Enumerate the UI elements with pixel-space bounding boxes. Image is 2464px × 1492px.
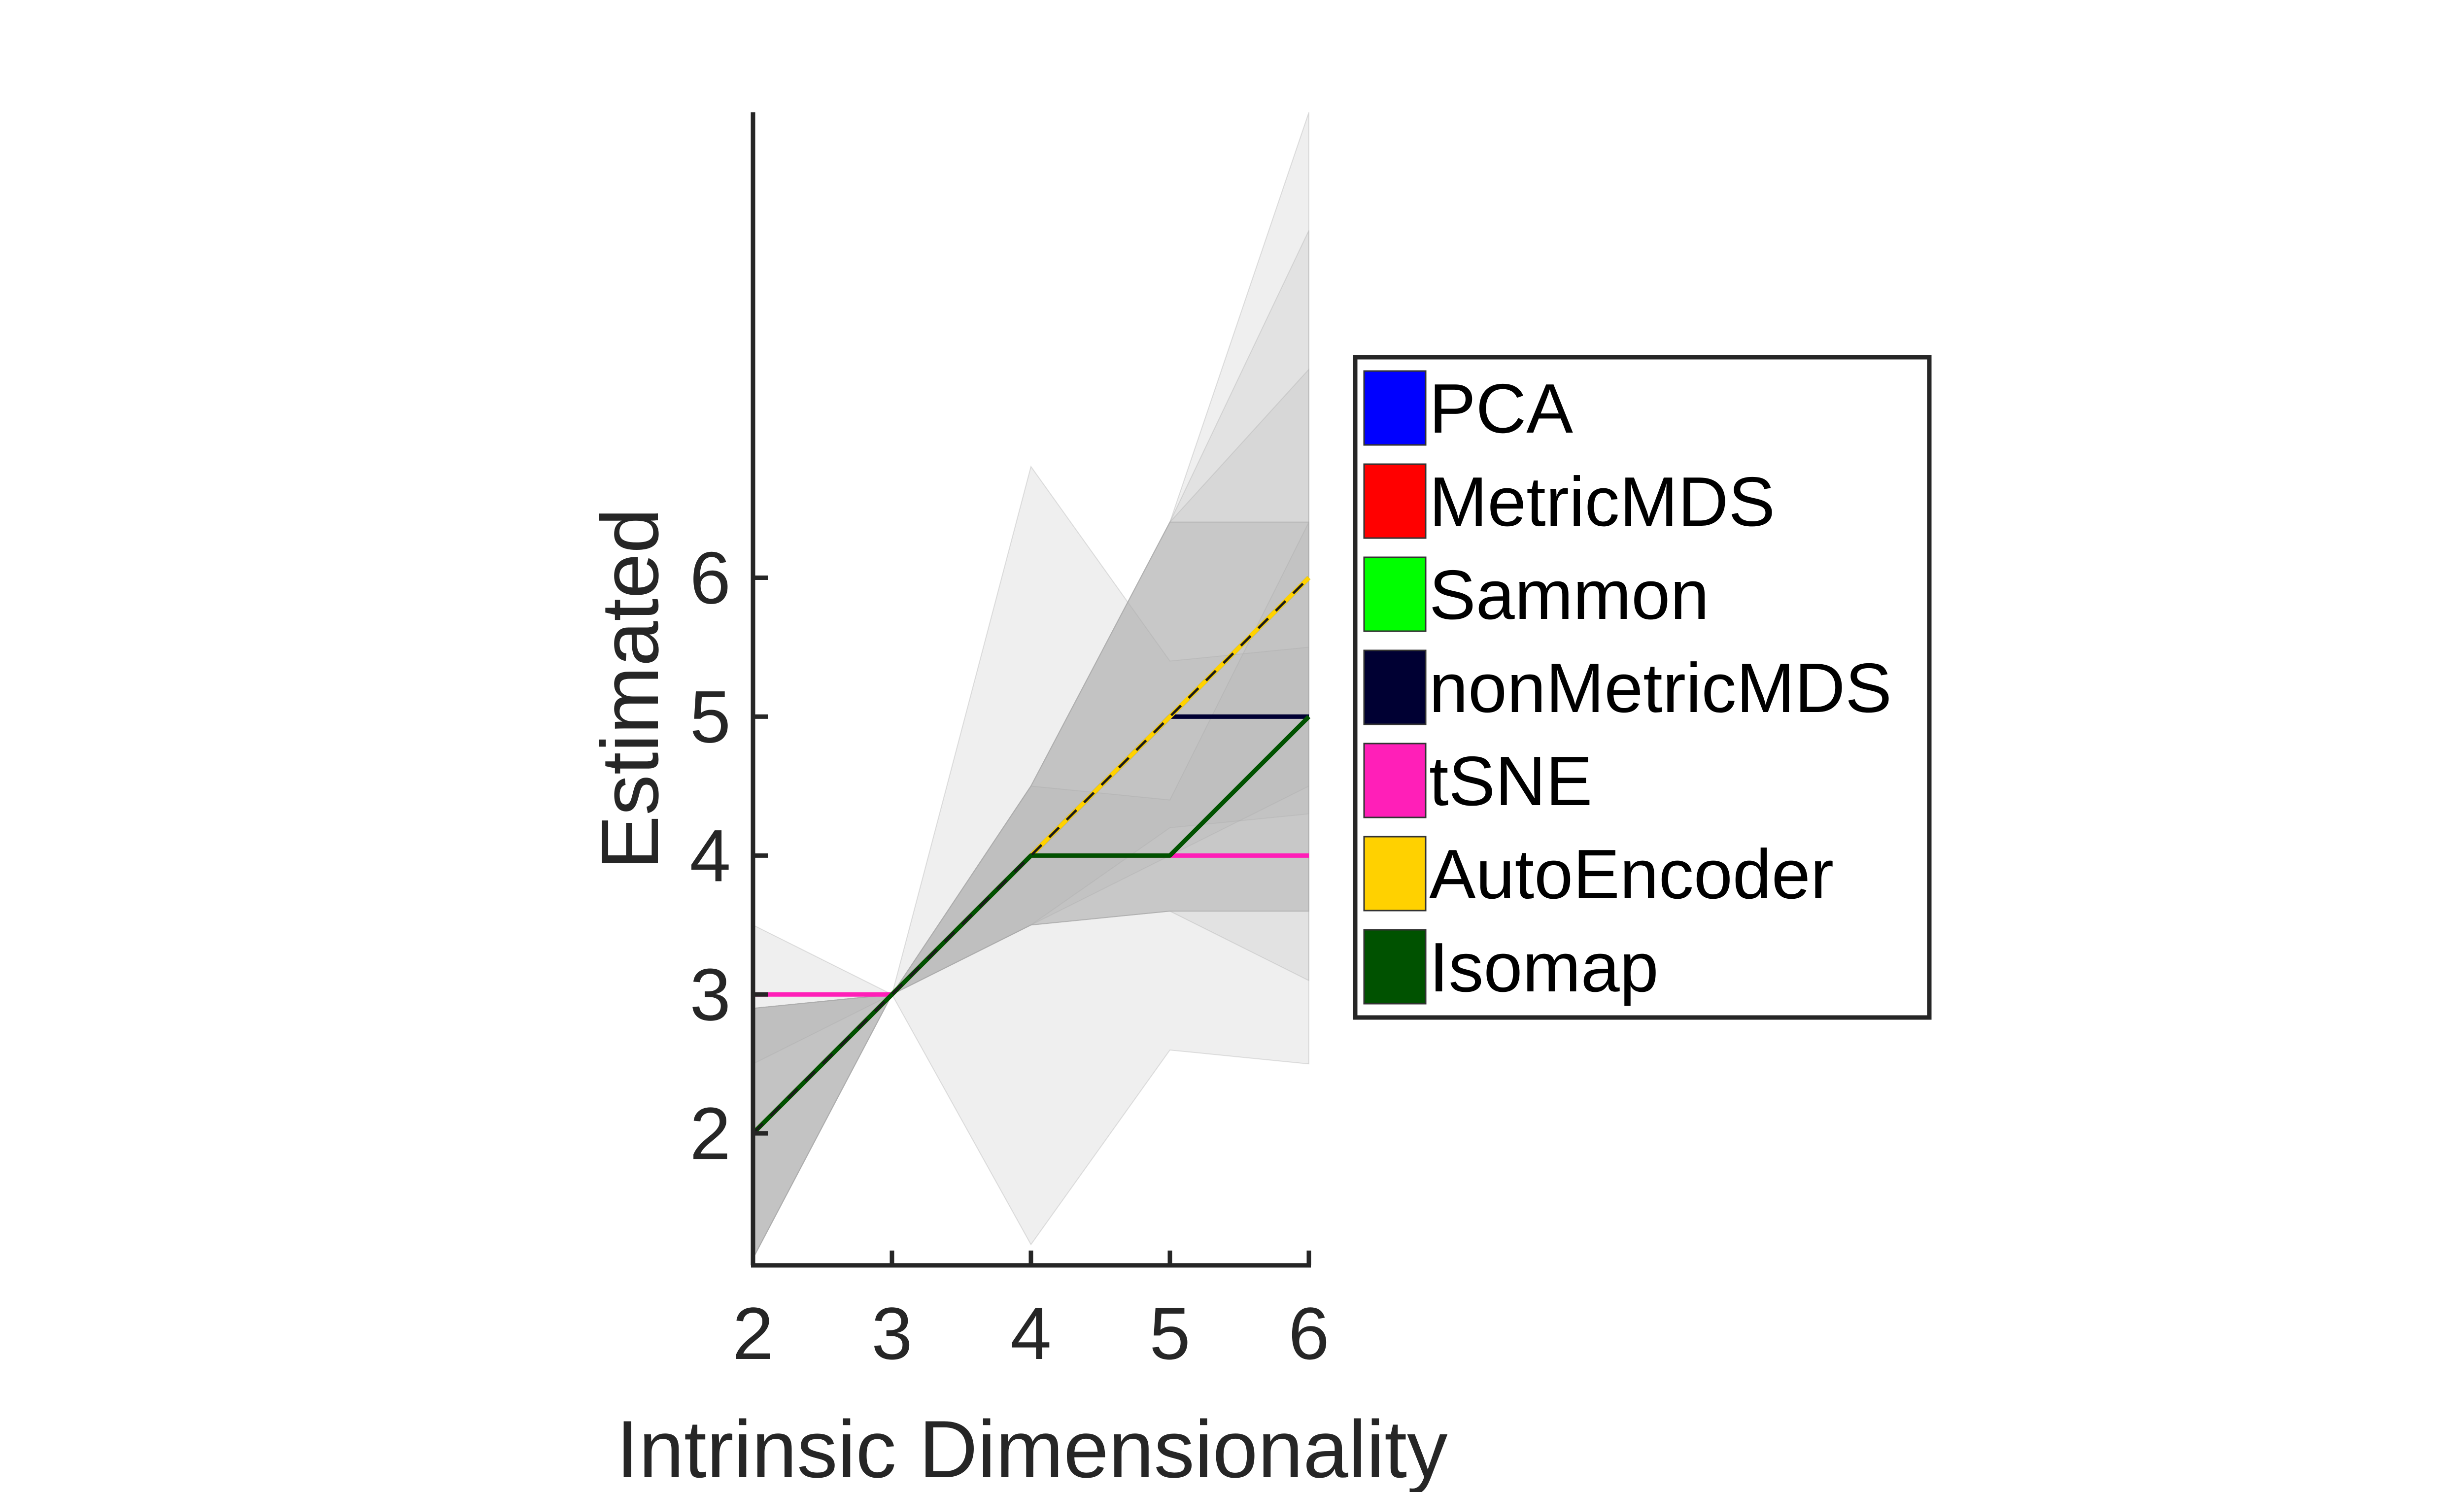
series-lines (751, 576, 1311, 1135)
legend: PCA MetricMDS Sammon nonMetricMDS tSNE AutoEn… (1353, 355, 1932, 1020)
band-isomap (753, 522, 1309, 1259)
legend-swatch-nonmetricmds (1363, 649, 1427, 725)
legend-swatch-autoencoder (1363, 836, 1427, 912)
band-autoencoder (753, 112, 1309, 1259)
band-metricmds (753, 368, 1309, 1259)
y-tick-label: 3 (690, 953, 731, 1036)
band-pca (753, 230, 1309, 1259)
band-nonmetricmds (753, 521, 1309, 1259)
line-autoencoder-dash (752, 576, 1310, 1134)
x-tick-label: 3 (871, 1292, 912, 1375)
legend-label-sammon: Sammon (1429, 556, 1709, 634)
legend-swatch-isomap (1363, 929, 1427, 1005)
legend-swatch-metricmds (1363, 463, 1427, 539)
x-tick-label: 5 (1149, 1292, 1190, 1375)
legend-box (1353, 355, 1932, 1020)
x-tick-label: 4 (1010, 1292, 1051, 1375)
legend-swatch-pca (1363, 370, 1427, 446)
x-tick-label: 2 (732, 1292, 773, 1375)
x-tick-label: 6 (1288, 1292, 1329, 1375)
legend-label-tsne: tSNE (1429, 742, 1592, 820)
legend-swatch-sammon (1363, 556, 1427, 632)
legend-label-isomap: Isomap (1429, 928, 1659, 1007)
x-ticks: 2 3 4 5 6 (732, 1251, 1330, 1375)
band-sammon (753, 521, 1309, 1259)
confidence-bands (753, 112, 1309, 1259)
legend-label-pca: PCA (1429, 370, 1573, 448)
legend-label-nonmetricmds: nonMetricMDS (1429, 649, 1892, 727)
y-tick-label: 2 (690, 1092, 731, 1175)
legend-label-metricmds: MetricMDS (1429, 463, 1775, 541)
y-tick-label: 6 (690, 536, 731, 619)
y-tick-label: 4 (690, 814, 731, 897)
legend-label-autoencoder: AutoEncoder (1429, 835, 1834, 914)
legend-swatch-tsne (1363, 743, 1427, 818)
y-ticks: 2 3 4 5 6 (690, 536, 768, 1175)
y-axis-title: Estimated (584, 508, 675, 870)
x-axis-title: Intrinsic Dimensionality (616, 1404, 1448, 1492)
y-tick-label: 5 (690, 675, 731, 758)
